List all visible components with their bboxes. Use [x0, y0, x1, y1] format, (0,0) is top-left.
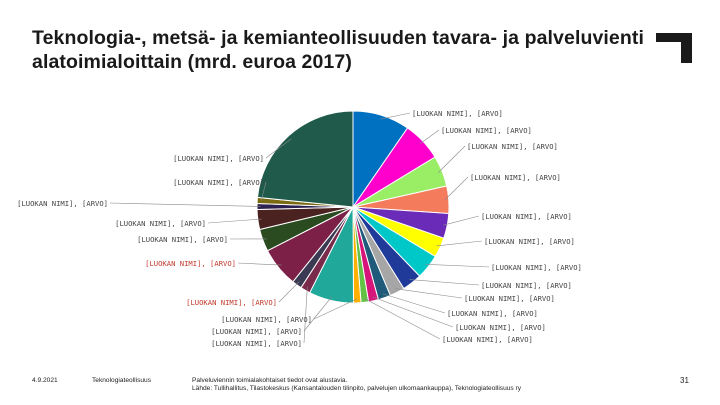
pie-data-label: [LUOKAN NIMI], [ARVO]	[464, 294, 555, 303]
pie-slice	[256, 110, 354, 208]
brand-corner-bar-horizontal	[656, 33, 692, 42]
page-number: 31	[680, 376, 689, 385]
pie-leader-line	[372, 296, 454, 328]
pie-leader-line	[424, 264, 490, 268]
pie-leader-line	[395, 288, 463, 299]
pie-leader-line	[419, 129, 440, 145]
footer-source-note: Palveluviennin toimialakohtaiset tiedot …	[192, 377, 521, 394]
pie-leader-line	[265, 138, 292, 159]
pie-leader-line	[436, 240, 483, 247]
pie-data-label: [LUOKAN NIMI], [ARVO]	[447, 309, 538, 318]
footer-date: 4.9.2021	[32, 377, 58, 384]
pie-leader-line	[443, 215, 480, 226]
pie-leader-line	[109, 202, 262, 207]
pie-leader-line	[303, 286, 308, 344]
pie-leader-line	[278, 281, 300, 303]
pie-leader-line	[364, 298, 441, 340]
pie-data-label: [LUOKAN NIMI], [ARVO]	[481, 281, 572, 290]
footer-organization: Teknologiateollisuus	[92, 377, 152, 384]
pie-data-label: [LUOKAN NIMI], [ARVO]	[17, 199, 108, 208]
pie-data-label: [LUOKAN NIMI], [ARVO]	[481, 212, 572, 221]
pie-leader-line	[237, 262, 282, 266]
pie-data-label: [LUOKAN NIMI], [ARVO]	[442, 335, 533, 344]
pie-data-label: [LUOKAN NIMI], [ARVO]	[115, 219, 206, 228]
pie-leader-lines	[109, 112, 490, 344]
pie-leader-line	[303, 296, 333, 332]
pie-data-label: [LUOKAN NIMI], [ARVO]	[455, 323, 546, 332]
slide-title: Teknologia-, metsä- ja kemianteollisuude…	[32, 27, 645, 73]
pie-data-label: [LUOKAN NIMI], [ARVO]	[173, 178, 264, 187]
footer-note-line-2: Lähde: Tullihallitus, Tilastokeskus (Kan…	[192, 385, 522, 393]
pie-data-label: [LUOKAN NIMI], [ARVO]	[211, 327, 302, 336]
pie-leader-line	[383, 293, 446, 314]
pie-leader-line	[260, 181, 267, 201]
pie-data-label: [LUOKAN NIMI], [ARVO]	[467, 142, 558, 151]
pie-leader-line	[313, 298, 358, 320]
brand-corner-mark	[656, 33, 692, 63]
footer-note-line-1: Palveluviennin toimialakohtaiset tiedot …	[192, 377, 348, 384]
brand-corner-bar-vertical	[681, 33, 692, 63]
pie-data-label: [LUOKAN NIMI], [ARVO]	[484, 237, 575, 246]
pie-data-label: [LUOKAN NIMI], [ARVO]	[173, 154, 264, 163]
pie-data-label: [LUOKAN NIMI], [ARVO]	[137, 235, 228, 244]
pie-data-label: [LUOKAN NIMI], [ARVO]	[412, 109, 503, 118]
pie-data-labels: [LUOKAN NIMI], [ARVO] [LUOKAN NIMI], [ARV…	[17, 109, 582, 348]
pie-data-label: [LUOKAN NIMI], [ARVO]	[470, 173, 561, 182]
pie-leader-line	[444, 176, 469, 201]
pie-data-label: [LUOKAN NIMI], [ARVO]	[491, 263, 582, 272]
pie-leader-line	[207, 218, 262, 224]
pie-data-label: [LUOKAN NIMI], [ARVO]	[211, 339, 302, 348]
pie-leader-line	[380, 112, 411, 120]
pie-data-label: [LUOKAN NIMI], [ARVO]	[441, 126, 532, 135]
pie-data-label: [LUOKAN NIMI], [ARVO]	[221, 315, 312, 324]
pie-data-label: [LUOKAN NIMI], [ARVO]	[186, 298, 277, 307]
pie-leader-line	[409, 279, 480, 286]
pie-slices	[256, 110, 450, 304]
pie-leader-line	[438, 145, 466, 173]
pie-data-label: [LUOKAN NIMI], [ARVO]	[145, 259, 236, 268]
